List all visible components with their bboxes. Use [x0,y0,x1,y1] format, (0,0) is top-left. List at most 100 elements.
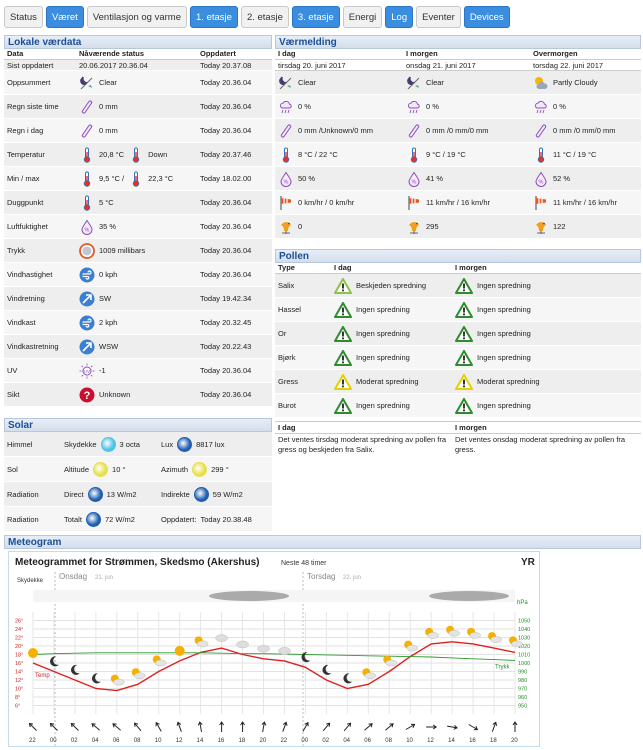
local-weather-label: Temperatur [7,150,45,159]
pollen-text-tomorrow: Det ventes onsdag moderat spredning av p… [455,435,626,454]
warning-icon [455,325,473,342]
pressure-tick-label: 950 [518,704,527,710]
wind-arrow-icon [28,722,37,731]
wind-arrow-icon [49,722,58,731]
local-weather-row: Vindhastighet 0 kph Today 20.36.04 [4,263,272,287]
nav-tab[interactable]: 2. etasje [240,6,289,28]
pollen-text-header: I dag [275,422,452,435]
hour-tick-label: 16 [469,738,476,744]
local-weather-value-cell: 20.06.2017 20.36.04 [76,61,197,70]
local-weather-value-cell: Clear [76,75,197,91]
wind-arrow-icon [468,724,479,731]
pollen-type: Or [278,329,287,338]
pollen-type: Salix [278,281,295,290]
forecast-value: 0 mm /0 mm/0 mm [553,126,616,135]
forecast-value: 41 % [426,174,444,183]
forecast-cell: 9 °C / 19 °C [403,147,530,163]
nav-tab[interactable]: Log [385,6,414,28]
partly-cloudy-icon [404,640,418,652]
nav-tab[interactable]: Energi [342,6,383,28]
nav-tab[interactable]: Ventilasjon og varme [86,6,188,28]
nav-tab[interactable]: Devices [463,6,510,28]
local-weather-updated: Today 20.36.04 [200,366,252,375]
wind-speed-icon [79,315,95,331]
local-weather-value: 35 % [99,222,117,231]
warning-icon [334,349,352,366]
humidity-icon: % [406,171,422,187]
local-weather-label: Vindretning [7,294,45,303]
hour-tick-label: 08 [385,738,392,744]
hour-tick-label: 22 [29,738,36,744]
solar-indicator-icon [85,511,101,527]
hour-tick-label: 00 [301,738,308,744]
meteogram-subheading: Neste 48 timer [281,560,327,567]
wind-arrow-icon [405,723,416,730]
windsock-icon [278,195,294,211]
local-weather-row: Vindkastretning WSW Today 20.22.43 [4,335,272,359]
wind-vane-icon [533,219,549,235]
local-weather-row: Temperatur 20,8 °C Down Today 20.37.46 [4,143,272,167]
pollen-today-cell: Ingen spredning [331,325,452,342]
forecast-cell: 0 % [530,99,641,115]
pressure-tick-label: 990 [518,670,527,676]
hour-tick-label: 12 [427,738,434,744]
forecast-value: 0 % [426,102,439,111]
forecast-cell: 11 km/hr / 16 km/hr [530,195,641,211]
pressure-tick-label: 980 [518,678,527,684]
pollen-tomorrow-value: Ingen spredning [477,353,531,362]
solar-title: Solar [4,418,272,432]
wind-arrow-icon [261,721,267,733]
col-pollen-tomorrow: I morgen [455,263,487,272]
thermometer-icon [128,147,144,163]
solar-label: Himmel [7,439,33,449]
pollen-tomorrow-value: Ingen spredning [477,305,531,314]
local-weather-updated: Today 20.36.04 [200,390,252,399]
warning-icon [455,301,473,318]
nav-tab[interactable]: Status [4,6,43,28]
local-weather-label: Luftfuktighet [7,222,48,231]
thermometer-icon [79,147,95,163]
solar-row: Himmel Skydekke 3 octa Lux 8817 lux [4,432,272,457]
pollen-tomorrow-value: Ingen spredning [477,401,531,410]
local-weather-label: Duggpunkt [7,198,44,207]
local-weather-value-cell: 5 °C [76,195,197,211]
solar-b-value: 59 W/m2 [212,489,243,499]
nav-tab[interactable]: Eventer [416,6,461,28]
local-weather-value-cell: 0 mm [76,99,197,115]
partly-cloudy-icon [110,674,125,686]
nav-tab[interactable]: 1. etasje [190,6,238,28]
nav-tab[interactable]: Været [45,6,84,28]
solar-panel: Solar Himmel Skydekke 3 octa Lux 8817 lux Sol… [4,418,272,533]
temp-tick-label: 20° [15,644,23,650]
temp-tick-label: 10° [15,687,23,693]
local-weather-label: Vindhastighet [7,270,53,279]
pressure-tick-label: 970 [518,687,527,693]
svg-text:%: % [539,179,544,185]
hour-tick-label: 14 [197,738,204,744]
pollen-row: Hassel Ingen spredning Ingen spredning [275,298,641,322]
local-weather-label: Vindkastretning [7,342,59,351]
wind-arrow-icon [282,721,288,732]
solar-a-value: 13 W/m2 [106,489,137,499]
meteogram-panel: Meteogram Meteogrammet for Strømmen, Ske… [4,535,641,748]
warning-icon [334,301,352,318]
wind-arrow-icon [447,725,458,730]
local-weather-row: Regn siste time 0 mm Today 20.36.04 [4,95,272,119]
local-weather-updated: Today 20.36.04 [200,198,252,207]
forecast-value: 0 [298,222,303,231]
local-weather-value: 5 °C [99,198,114,207]
main-navigation: Status Været Ventilasjon og varme 1. etasje… [4,6,510,28]
pollen-type: Gress [278,377,299,386]
forecast-value: 0 km/hr / 0 km/hr [298,198,355,207]
moon-clear-icon [406,75,422,91]
nav-tab[interactable]: 3. etasje [291,6,340,28]
solar-a-label: Direct [64,489,84,499]
hour-tick-label: 10 [155,738,162,744]
forecast-row: 0 km/hr / 0 km/hr 11 km/hr / 16 km/hr 11 k… [275,191,641,215]
partly-cloudy-icon [533,75,549,91]
wind-arrow-icon [219,721,225,732]
hour-tick-label: 16 [218,738,225,744]
local-weather-value-cell: % 35 % [76,219,197,235]
humidity-icon: % [79,219,95,235]
warning-icon [334,277,352,294]
